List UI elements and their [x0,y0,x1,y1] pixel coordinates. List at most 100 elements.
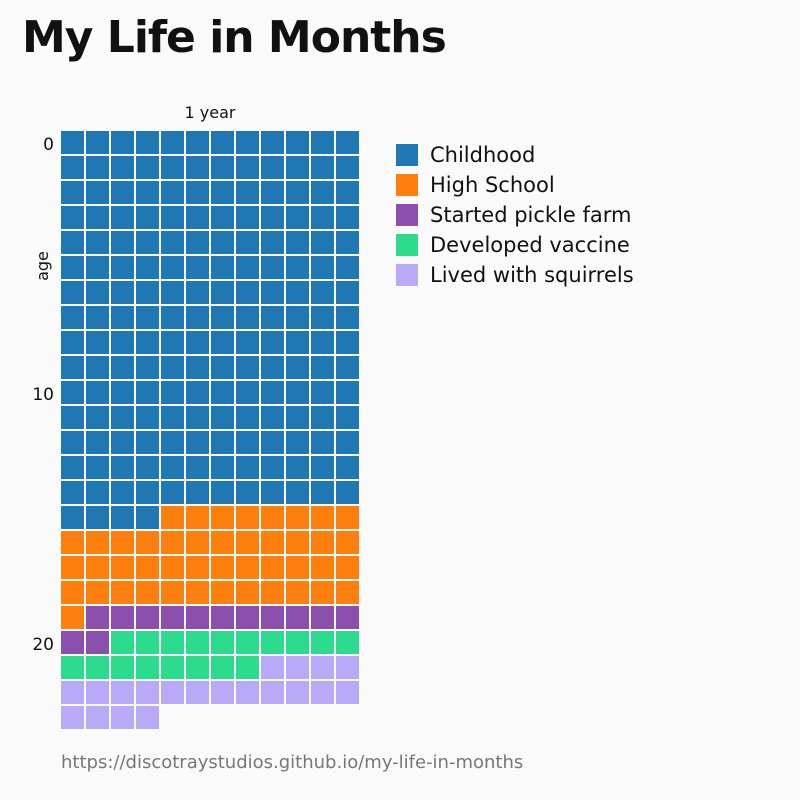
month-cell [336,606,359,629]
month-cell [211,406,234,429]
month-cell [61,306,84,329]
month-cell [286,456,309,479]
month-cell [111,556,134,579]
month-cell [236,156,259,179]
month-cell [161,281,184,304]
month-cell [111,431,134,454]
month-cell [261,331,284,354]
month-cell [86,381,109,404]
month-cell [186,156,209,179]
month-cell [286,431,309,454]
month-cell [261,381,284,404]
month-cell [236,231,259,254]
month-cell [311,531,334,554]
month-cell [286,481,309,504]
month-cell [336,506,359,529]
month-cell [336,431,359,454]
legend-label: Started pickle farm [430,203,632,227]
month-cell [261,406,284,429]
legend-item: Lived with squirrels [396,260,634,290]
y-tick-label: 0 [43,135,54,155]
month-cell [136,206,159,229]
month-cell [86,406,109,429]
y-axis-ticks: 0 10 20 [32,135,54,655]
month-cell [261,681,284,704]
month-cell [186,356,209,379]
month-cell [236,306,259,329]
month-cell [161,456,184,479]
month-cell [336,406,359,429]
month-cell [136,531,159,554]
month-cell [261,656,284,679]
month-cell [61,181,84,204]
month-cell [186,506,209,529]
month-cell [86,681,109,704]
month-cell [236,281,259,304]
month-cell [261,256,284,279]
month-cell [161,581,184,604]
month-cell [111,131,134,154]
month-cell [161,181,184,204]
month-cell [86,581,109,604]
month-cell [161,631,184,654]
month-cell [61,706,84,729]
y-axis-label: age [33,251,52,281]
month-cell [186,481,209,504]
month-cell [186,556,209,579]
month-cell [211,281,234,304]
month-cell [261,506,284,529]
month-cell [336,481,359,504]
month-cell [86,156,109,179]
month-cell [61,431,84,454]
month-cell [161,656,184,679]
legend-item: Developed vaccine [396,230,634,260]
month-cell [136,231,159,254]
month-cell [336,156,359,179]
month-cells [61,131,359,729]
month-cell [286,331,309,354]
month-cell [261,231,284,254]
month-cell [161,156,184,179]
month-cell [111,531,134,554]
month-cell [136,256,159,279]
legend-swatch [396,204,418,226]
month-cell [286,306,309,329]
month-cell [286,356,309,379]
month-cell [61,231,84,254]
month-cell [61,331,84,354]
month-cell [111,656,134,679]
month-cell [186,206,209,229]
chart-title: My Life in Months [22,12,447,63]
month-cell [136,456,159,479]
month-cell [286,156,309,179]
month-cell [161,531,184,554]
month-cell [311,431,334,454]
y-tick-label: 20 [32,635,54,655]
month-cell [186,181,209,204]
month-cell [136,431,159,454]
month-cell [286,281,309,304]
month-cell [136,681,159,704]
month-cell [186,456,209,479]
month-cell [311,556,334,579]
month-cell [336,631,359,654]
month-cell [236,631,259,654]
month-cell [211,231,234,254]
month-cell [161,256,184,279]
month-cell [161,206,184,229]
month-cell [311,131,334,154]
month-cell [136,631,159,654]
month-cell [236,606,259,629]
month-cell [236,431,259,454]
month-cell [61,356,84,379]
month-cell [311,631,334,654]
month-cell [261,281,284,304]
month-cell [61,156,84,179]
month-cell [161,331,184,354]
month-cell [311,181,334,204]
month-cell [86,631,109,654]
month-cell [261,156,284,179]
month-cell [286,181,309,204]
month-cell [311,581,334,604]
month-cell [261,531,284,554]
